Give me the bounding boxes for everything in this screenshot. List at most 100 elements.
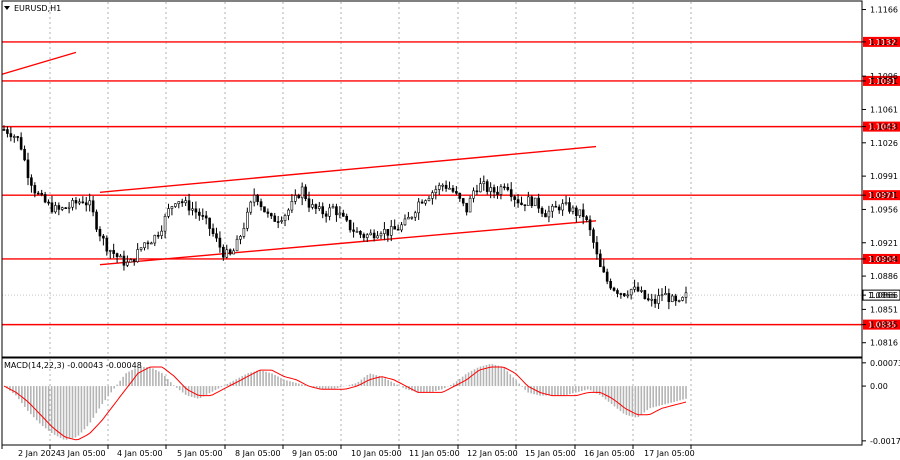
level-price-label: 1.1091 [868, 77, 896, 86]
trend-line[interactable] [99, 145, 597, 194]
candle [599, 249, 602, 268]
candle [677, 299, 681, 303]
candle [479, 177, 482, 193]
macd-tick-label: 0.00 [870, 382, 888, 391]
candle [211, 223, 215, 237]
candle [509, 182, 513, 202]
candle [160, 225, 163, 240]
horizontal-levels: 1.1132 1.1091 1.1043 1.0971 1.0904 1.0835 1.08… [2, 36, 900, 330]
candle [472, 187, 475, 203]
candle [256, 193, 259, 206]
candle [482, 175, 486, 191]
candle [26, 152, 30, 186]
time-label: 2 Jan 2024 [18, 449, 61, 458]
candle [465, 202, 468, 216]
candle [448, 181, 451, 190]
candle [530, 195, 534, 208]
time-label: 16 Jan 05:00 [584, 449, 635, 458]
price-tick-label: 1.1061 [870, 105, 898, 114]
candle [612, 286, 616, 292]
candle [458, 192, 462, 202]
candle [167, 203, 170, 219]
level-price-label: 1.1043 [868, 123, 896, 132]
candle [437, 182, 441, 196]
price-tick-label: 1.0835 [870, 321, 898, 330]
price-tick-label: 1.0991 [870, 172, 898, 181]
candle [126, 255, 129, 268]
candle [280, 216, 283, 224]
candle [554, 200, 558, 208]
candle [232, 248, 235, 255]
candle [640, 286, 643, 293]
candle [105, 235, 109, 256]
candle [427, 195, 431, 202]
candle [365, 233, 369, 243]
level-price-box [863, 190, 900, 201]
trend-lines [1, 51, 597, 266]
level-price-box [863, 121, 900, 132]
trend-line[interactable] [1, 51, 77, 75]
candle [91, 195, 95, 217]
candle [191, 201, 194, 216]
candle [585, 215, 588, 223]
candle [609, 278, 612, 290]
candle [376, 231, 379, 239]
candle [115, 252, 119, 263]
candle [12, 134, 16, 143]
candle [239, 234, 242, 245]
candle [304, 184, 307, 202]
candle [527, 191, 530, 206]
candle [102, 234, 105, 246]
candle [575, 205, 578, 223]
candle [201, 208, 205, 220]
candle [571, 205, 575, 215]
dropdown-triangle-icon[interactable] [4, 6, 10, 10]
symbol-header[interactable]: EURUSD,H1 [4, 4, 61, 13]
candle [503, 183, 506, 191]
candle [485, 179, 489, 195]
candle [413, 210, 417, 222]
macd-frame [1, 357, 863, 446]
price-tick-label: 1.1026 [870, 139, 898, 148]
candle [180, 198, 184, 207]
candle [156, 231, 160, 239]
candle [386, 229, 390, 242]
candle [623, 293, 626, 298]
candle [311, 199, 314, 210]
price-tick-label: 1.0904 [870, 255, 898, 264]
candle [290, 194, 294, 213]
candle [496, 186, 499, 199]
candle [506, 183, 510, 192]
candle [95, 209, 98, 233]
candle [88, 193, 91, 212]
candle [434, 185, 438, 200]
candle [228, 248, 232, 256]
price-tick-label: 1.1091 [870, 77, 898, 86]
candle [98, 226, 102, 242]
trend-line[interactable] [99, 220, 597, 266]
candle [40, 189, 43, 197]
candle [499, 184, 503, 200]
candle [184, 196, 187, 206]
candle [235, 235, 239, 252]
candle [616, 288, 619, 298]
price-tick-label: 1.1132 [870, 38, 898, 47]
candle [328, 203, 331, 221]
time-label: 11 Jan 05:00 [409, 449, 460, 458]
candle [146, 240, 150, 250]
level-price-label: 1.0835 [868, 321, 896, 330]
candle [335, 203, 338, 222]
candle [47, 199, 50, 206]
candle [273, 212, 277, 222]
candle [338, 206, 342, 219]
price-tick-label: 1.0851 [870, 305, 898, 314]
candle [400, 221, 403, 233]
candle [324, 210, 328, 223]
chart-grid [1, 2, 692, 445]
level-price-box [863, 319, 900, 330]
candles [2, 125, 688, 310]
time-label: 4 Jan 05:00 [117, 449, 163, 458]
candle [50, 195, 54, 214]
level-price-label: 1.0904 [868, 255, 896, 264]
